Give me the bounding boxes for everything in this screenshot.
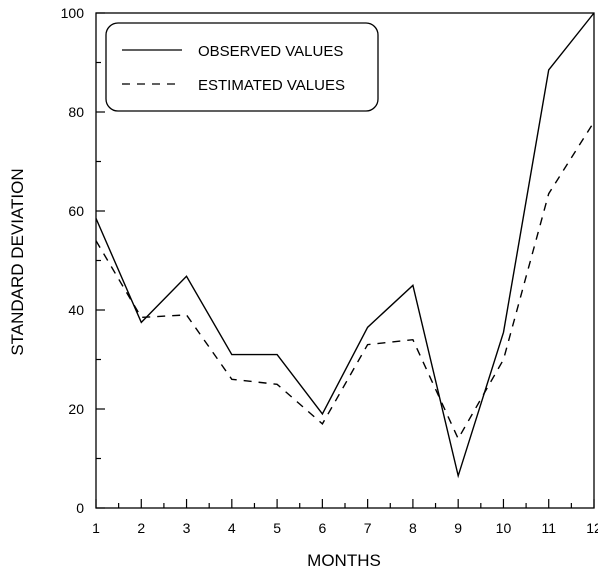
x-tick-label: 10 <box>496 520 512 536</box>
x-tick-label: 12 <box>586 520 598 536</box>
y-axis: 0 20 40 60 80 100 <box>61 5 105 516</box>
x-tick-label: 5 <box>273 520 281 536</box>
x-tick-label: 4 <box>228 520 236 536</box>
y-axis-label: STANDARD DEVIATION <box>8 168 27 355</box>
legend-box <box>105 22 379 112</box>
series-lines <box>95 12 595 479</box>
legend-label-estimated: ESTIMATED VALUES <box>198 77 345 94</box>
series-line-estimated <box>95 121 595 441</box>
y-tick-label: 100 <box>61 5 85 21</box>
x-tick-label: 1 <box>92 520 100 536</box>
legend-label-observed: OBSERVED VALUES <box>198 43 343 60</box>
y-tick-label: 0 <box>76 500 84 516</box>
x-axis-label: MONTHS <box>307 551 381 570</box>
x-tick-label: 2 <box>137 520 145 536</box>
x-tick-label: 8 <box>409 520 417 536</box>
x-tick-label: 11 <box>541 520 556 536</box>
x-tick-label: 9 <box>454 520 462 536</box>
y-tick-label: 20 <box>68 401 84 417</box>
series-line-observed <box>95 12 595 479</box>
x-tick-label: 6 <box>318 520 326 536</box>
x-tick-label: 7 <box>364 520 372 536</box>
plot-area <box>95 12 595 509</box>
x-axis: 1 2 3 4 5 6 7 8 9 10 11 12 <box>92 499 598 536</box>
plot-frame <box>95 12 595 509</box>
y-tick-label: 40 <box>68 302 84 318</box>
y-tick-label: 80 <box>68 104 84 120</box>
x-tick-label: 3 <box>183 520 191 536</box>
legend: OBSERVED VALUES ESTIMATED VALUES <box>105 22 379 112</box>
y-tick-label: 60 <box>68 203 84 219</box>
